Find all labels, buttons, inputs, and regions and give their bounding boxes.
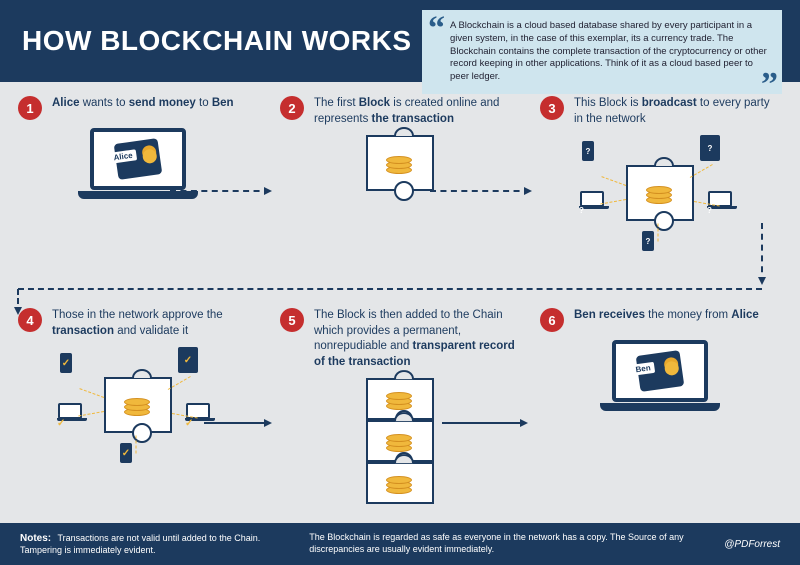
step-number: 5 [280, 308, 304, 332]
step-number: 3 [540, 96, 564, 120]
step-2: 2 The first Block is created online and … [280, 96, 520, 191]
notes-text-1: Transactions are not valid until added t… [20, 533, 260, 555]
mini-laptop-icon [580, 191, 604, 207]
step-text: The first Block is created online and re… [314, 96, 520, 127]
puzzle-block-icon [366, 135, 434, 191]
puzzle-block-icon [104, 377, 172, 433]
step-text: Alice wants to send money to Ben [52, 96, 234, 112]
phone-icon [642, 231, 654, 251]
arrow-wrap-down-2 [17, 289, 19, 313]
phone-icon [120, 443, 132, 463]
author-handle: @PDForrest [724, 539, 780, 550]
step-3: 3 This Block is broadcast to every party… [540, 96, 780, 245]
step-5: 5 The Block is then added to the Chain w… [280, 308, 520, 504]
wallet-label: Ben [631, 362, 655, 376]
laptop-icon: Ben [600, 340, 720, 411]
header-bar: HOW BLOCKCHAIN WORKS “ A Blockchain is a… [0, 0, 800, 82]
coin-icon [664, 360, 680, 376]
step-4: 4 Those in the network approve the trans… [18, 308, 258, 457]
step-6: 6 Ben receives the money from Alice Ben [540, 308, 780, 411]
flow-canvas: 1 Alice wants to send money to Ben Alice… [0, 82, 800, 522]
arrow-4-5 [204, 422, 270, 424]
wallet-icon: Alice [114, 138, 163, 180]
step-text: This Block is broadcast to every party i… [574, 96, 780, 127]
footer-col-1: Notes: Transactions are not valid until … [20, 532, 279, 557]
arrow-1-2 [170, 190, 270, 192]
footer-col-2: The Blockchain is regarded as safe as ev… [309, 532, 694, 555]
phone-icon [60, 353, 72, 373]
arrow-5-6 [442, 422, 526, 424]
wallet-icon: Ben [636, 350, 685, 392]
wallet-label: Alice [109, 149, 137, 164]
arrow-3-wrap-down [761, 223, 763, 283]
coins-icon [386, 152, 414, 174]
network-devices-icon [580, 135, 740, 245]
arrow-wrap-horizontal [18, 288, 762, 290]
coin-icon [142, 148, 158, 164]
tablet-icon [700, 135, 720, 161]
tablet-icon [178, 347, 198, 373]
quote-text: A Blockchain is a cloud based database s… [450, 20, 767, 82]
puzzle-block-icon [366, 462, 434, 504]
step-text: The Block is then added to the Chain whi… [314, 308, 520, 370]
mini-laptop-icon [58, 403, 82, 419]
notes-label: Notes: [20, 533, 51, 544]
arrow-2-3 [430, 190, 530, 192]
step-number: 2 [280, 96, 304, 120]
puzzle-block-icon [626, 165, 694, 221]
laptop-icon: Alice [78, 128, 198, 199]
step-number: 1 [18, 96, 42, 120]
page-title: HOW BLOCKCHAIN WORKS [0, 25, 412, 57]
step-1: 1 Alice wants to send money to Ben Alice [18, 96, 258, 199]
step-text: Ben receives the money from Alice [574, 308, 759, 324]
footer-bar: Notes: Transactions are not valid until … [0, 523, 800, 565]
phone-icon [582, 141, 594, 161]
chain-icon [366, 378, 434, 504]
step-text: Those in the network approve the transac… [52, 308, 258, 339]
step-number: 6 [540, 308, 564, 332]
network-devices-icon [58, 347, 218, 457]
quote-open-icon: “ [428, 6, 445, 52]
